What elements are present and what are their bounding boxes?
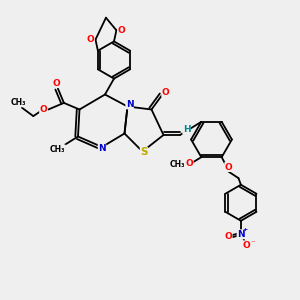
Text: ⁻: ⁻ [250,239,255,248]
Text: O: O [52,79,60,88]
Text: CH₃: CH₃ [11,98,26,107]
Text: O: O [224,232,232,241]
Text: CH₃: CH₃ [50,145,65,154]
Text: N: N [98,144,106,153]
Text: CH₃: CH₃ [169,160,185,169]
Text: H: H [183,125,190,134]
Text: O: O [225,163,232,172]
Text: O: O [162,88,170,97]
Text: +: + [242,227,248,232]
Text: O: O [242,241,250,250]
Text: O: O [185,159,193,168]
Text: O: O [86,35,94,44]
Text: S: S [140,147,148,158]
Text: N: N [126,100,134,109]
Text: N: N [237,230,245,239]
Text: O: O [118,26,125,35]
Text: O: O [40,105,47,114]
